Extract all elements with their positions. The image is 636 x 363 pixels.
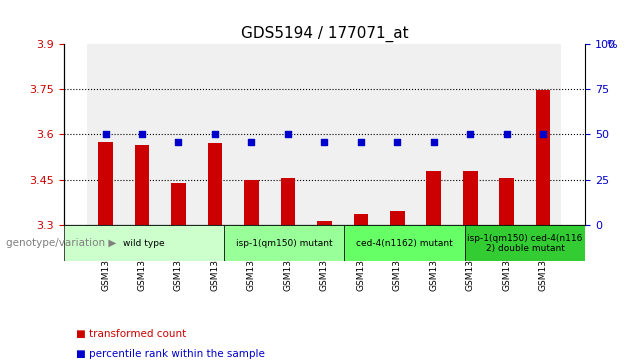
Bar bbox=[197, 44, 233, 225]
Bar bbox=[390, 211, 404, 225]
Bar bbox=[135, 145, 149, 225]
Text: isp-1(qm150) mutant: isp-1(qm150) mutant bbox=[236, 239, 333, 248]
Y-axis label: %: % bbox=[606, 40, 616, 50]
Title: GDS5194 / 177071_at: GDS5194 / 177071_at bbox=[240, 26, 408, 42]
Point bbox=[246, 139, 256, 144]
Bar bbox=[124, 44, 160, 225]
Bar bbox=[463, 171, 478, 225]
Bar bbox=[488, 44, 525, 225]
Bar bbox=[354, 215, 368, 225]
Point bbox=[137, 131, 147, 137]
Bar bbox=[244, 180, 259, 225]
FancyBboxPatch shape bbox=[465, 225, 585, 261]
Point bbox=[538, 131, 548, 137]
Point bbox=[356, 139, 366, 144]
Bar bbox=[160, 44, 197, 225]
Bar bbox=[87, 44, 124, 225]
Bar bbox=[415, 44, 452, 225]
Text: ■ percentile rank within the sample: ■ percentile rank within the sample bbox=[76, 349, 265, 359]
FancyBboxPatch shape bbox=[64, 225, 224, 261]
FancyBboxPatch shape bbox=[224, 225, 345, 261]
Bar bbox=[343, 44, 379, 225]
Point bbox=[319, 139, 329, 144]
Bar bbox=[233, 44, 270, 225]
Bar bbox=[317, 220, 331, 225]
Text: genotype/variation ▶: genotype/variation ▶ bbox=[6, 238, 117, 248]
Bar bbox=[306, 44, 343, 225]
Bar bbox=[525, 44, 562, 225]
FancyBboxPatch shape bbox=[345, 225, 465, 261]
Point bbox=[392, 139, 403, 144]
Bar bbox=[499, 178, 514, 225]
Bar bbox=[98, 142, 113, 225]
Point bbox=[502, 131, 512, 137]
Bar bbox=[379, 44, 415, 225]
Point bbox=[174, 139, 184, 144]
Bar bbox=[208, 143, 222, 225]
Text: wild type: wild type bbox=[123, 239, 165, 248]
Text: isp-1(qm150) ced-4(n116
2) double mutant: isp-1(qm150) ced-4(n116 2) double mutant bbox=[467, 233, 583, 253]
Bar bbox=[452, 44, 488, 225]
Point bbox=[283, 131, 293, 137]
Point bbox=[210, 131, 220, 137]
Bar bbox=[270, 44, 306, 225]
Bar bbox=[536, 90, 551, 225]
Bar bbox=[280, 178, 295, 225]
Text: ■ transformed count: ■ transformed count bbox=[76, 329, 186, 339]
Bar bbox=[171, 183, 186, 225]
Point bbox=[465, 131, 475, 137]
Text: ced-4(n1162) mutant: ced-4(n1162) mutant bbox=[356, 239, 453, 248]
Point bbox=[429, 139, 439, 144]
Point bbox=[100, 131, 111, 137]
Bar bbox=[427, 171, 441, 225]
